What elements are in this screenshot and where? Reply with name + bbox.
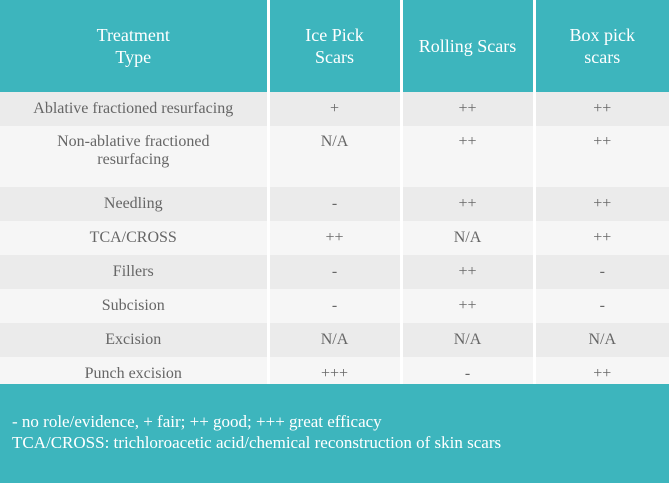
table-row: Needling - ++ ++ bbox=[0, 187, 669, 221]
treatment-cell: TCA/CROSS bbox=[0, 221, 270, 255]
header-text: Box pick scars bbox=[569, 25, 636, 67]
treatment-cell: Needling bbox=[0, 187, 270, 221]
header-cell: Box pick scars bbox=[534, 0, 669, 92]
efficacy-cell: ++ bbox=[268, 221, 403, 255]
efficacy-cell: + bbox=[268, 92, 403, 126]
efficacy-cell: ++ bbox=[534, 92, 669, 126]
header-cell: Ice Pick Scars bbox=[268, 0, 403, 92]
header-cell: Treatment Type bbox=[0, 0, 270, 92]
efficacy-cell: N/A bbox=[401, 221, 536, 255]
header-text: Ice Pick Scars bbox=[305, 25, 364, 67]
header-row: Treatment Type Ice Pick Scars Rolling Scar… bbox=[0, 0, 669, 92]
treatment-cell: Non-ablative fractioned resurfacing bbox=[0, 126, 270, 187]
efficacy-cell: - bbox=[268, 255, 403, 289]
efficacy-cell: - bbox=[268, 289, 403, 323]
efficacy-cell: ++ bbox=[401, 92, 536, 126]
table-row: Non-ablative fractioned resurfacing N/A ++… bbox=[0, 126, 669, 187]
efficacy-cell: ++ bbox=[401, 126, 536, 187]
efficacy-cell: N/A bbox=[534, 323, 669, 357]
efficacy-cell: ++ bbox=[401, 187, 536, 221]
efficacy-cell: ++ bbox=[534, 126, 669, 187]
table-row: Subcision - ++ - bbox=[0, 289, 669, 323]
table-row: TCA/CROSS ++ N/A ++ bbox=[0, 221, 669, 255]
treatment-cell: Ablative fractioned resurfacing bbox=[0, 92, 270, 126]
efficacy-cell: ++ bbox=[401, 289, 536, 323]
table-row: Excision N/A N/A N/A bbox=[0, 323, 669, 357]
treatment-cell: Subcision bbox=[0, 289, 270, 323]
header-text: Rolling Scars bbox=[418, 36, 517, 56]
efficacy-cell: N/A bbox=[268, 323, 403, 357]
table-row: Ablative fractioned resurfacing + ++ ++ bbox=[0, 92, 669, 126]
efficacy-cell: - bbox=[534, 289, 669, 323]
footer-note: - no role/evidence, + fair; ++ good; +++… bbox=[12, 412, 382, 431]
header-cell: Rolling Scars bbox=[401, 0, 536, 92]
efficacy-cell: N/A bbox=[268, 126, 403, 187]
treatment-cell: Fillers bbox=[0, 255, 270, 289]
efficacy-cell: ++ bbox=[401, 255, 536, 289]
treatment-cell: Excision bbox=[0, 323, 270, 357]
efficacy-cell: ++ bbox=[534, 187, 669, 221]
efficacy-cell: N/A bbox=[401, 323, 536, 357]
treatment-table: Treatment Type Ice Pick Scars Rolling Scar… bbox=[0, 0, 669, 391]
footer: - no role/evidence, + fair; ++ good; +++… bbox=[0, 384, 669, 483]
header-text: Treatment Type bbox=[96, 25, 170, 67]
efficacy-cell: - bbox=[268, 187, 403, 221]
efficacy-cell: - bbox=[534, 255, 669, 289]
table-row: Fillers - ++ - bbox=[0, 255, 669, 289]
efficacy-cell: ++ bbox=[534, 221, 669, 255]
footer-note: TCA/CROSS: trichloroacetic acid/chemical… bbox=[12, 433, 502, 452]
